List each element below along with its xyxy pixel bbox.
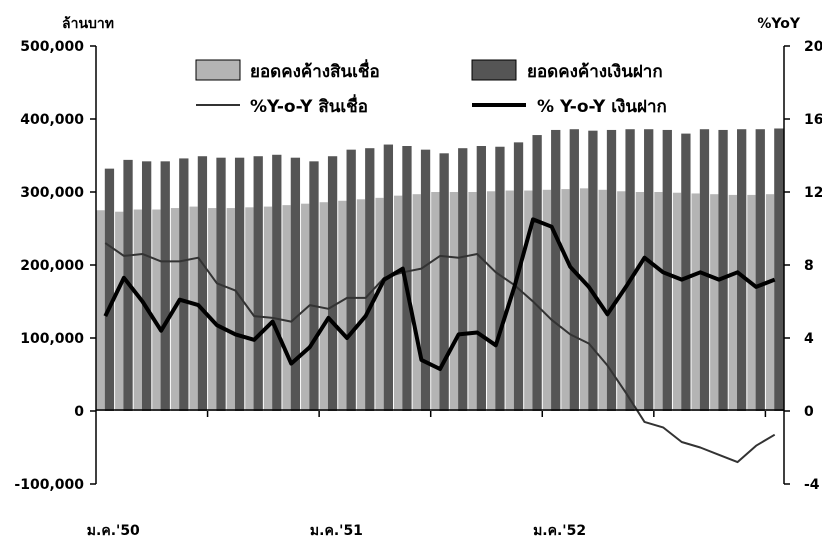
bar-deposits <box>532 135 542 411</box>
bar-loans <box>356 199 366 411</box>
right-tick-label: 0 <box>804 404 814 420</box>
right-tick-label: -4 <box>804 477 820 493</box>
line-loans-yoy <box>104 242 776 464</box>
bar-loans <box>152 209 161 411</box>
bar-loans <box>710 194 719 411</box>
left-tick-label: 100,000 <box>20 331 84 347</box>
legend-label-deposits: ยอดคงค้างเงินฝาก <box>527 62 663 82</box>
right-unit-label: %YoY <box>757 16 800 32</box>
bar-deposits <box>272 154 282 411</box>
left-unit-label: ล้านบาท <box>62 16 114 32</box>
bar-loans <box>728 194 738 411</box>
bar-deposits <box>755 129 765 411</box>
legend-swatch-loans <box>195 59 241 81</box>
bar-loans <box>542 189 552 411</box>
right-tick-label: 20 <box>804 39 822 55</box>
bar-deposits <box>718 129 728 411</box>
bar-loans <box>598 189 607 411</box>
bar-loans <box>468 192 477 411</box>
bar-deposits <box>458 148 468 411</box>
bar-deposits <box>290 157 301 411</box>
right-tick-label: 8 <box>804 258 814 274</box>
bar-deposits <box>625 129 635 411</box>
lines-layer <box>103 217 776 464</box>
x-tick-label: ม.ค.'52 <box>533 523 586 539</box>
bar-loans <box>375 197 384 411</box>
bar-loans <box>282 205 291 411</box>
legend: ยอดคงค้างสินเชื่อ ยอดคงค้างเงินฝาก %Y-o-… <box>195 59 667 117</box>
right-tick-label: 16 <box>804 112 822 128</box>
bar-loans <box>431 192 440 411</box>
bar-loans <box>561 189 570 411</box>
bar-loans <box>524 190 533 411</box>
left-tick-label: -100,000 <box>14 477 84 493</box>
x-tick-label: ม.ค.'50 <box>87 523 140 539</box>
left-tick-label: 500,000 <box>20 39 84 55</box>
bar-loans <box>635 192 645 411</box>
bar-loans <box>394 195 403 411</box>
bar-deposits <box>179 158 189 411</box>
left-tick-label: 200,000 <box>20 258 84 274</box>
bar-deposits <box>662 129 672 411</box>
legend-label-loans-yoy: %Y-o-Y สินเชื่อ <box>250 94 368 117</box>
bar-deposits <box>681 133 691 411</box>
bar-loans <box>133 209 142 411</box>
bar-loans <box>449 192 459 411</box>
bar-deposits <box>699 129 710 411</box>
left-tick-label: 0 <box>74 404 84 420</box>
bar-loans <box>765 194 775 411</box>
bar-deposits <box>495 146 505 412</box>
bar-deposits <box>588 130 598 411</box>
bar-loans <box>747 194 756 411</box>
bar-deposits <box>606 129 617 411</box>
bar-deposits <box>327 156 338 411</box>
left-tick-label: 400,000 <box>20 112 84 128</box>
bar-loans <box>338 200 347 411</box>
bar-deposits <box>737 129 747 411</box>
bar-loans <box>208 208 217 411</box>
bar-loans <box>617 191 626 411</box>
bar-deposits <box>141 161 152 411</box>
bar-deposits <box>160 161 170 411</box>
bar-deposits <box>476 146 486 411</box>
bar-loans <box>263 206 273 411</box>
bar-deposits <box>197 156 208 411</box>
bar-deposits <box>365 148 375 411</box>
bar-deposits <box>644 129 654 411</box>
legend-label-deposits-yoy: % Y-o-Y เงินฝาก <box>537 97 667 117</box>
legend-swatch-deposits <box>471 59 517 81</box>
bar-loans <box>579 188 589 411</box>
bar-deposits <box>420 149 431 411</box>
bar-deposits <box>234 157 245 411</box>
bar-loans <box>226 208 235 411</box>
x-tick-label: ม.ค.'51 <box>310 523 363 539</box>
bar-loans <box>654 192 663 411</box>
right-tick-label: 12 <box>804 185 822 201</box>
right-tick-label: 4 <box>804 331 814 347</box>
bar-loans <box>412 194 421 411</box>
legend-label-loans: ยอดคงค้างสินเชื่อ <box>250 59 380 82</box>
bar-deposits <box>402 146 412 411</box>
bar-loans <box>486 191 496 411</box>
bar-loans <box>301 203 310 411</box>
bar-deposits <box>551 129 561 411</box>
bar-loans <box>115 211 124 411</box>
line-deposits-yoy <box>103 217 776 371</box>
left-tick-label: 300,000 <box>20 185 84 201</box>
bar-deposits <box>346 149 356 411</box>
ticks-layer: -100,000 0 100,000 200,000 300,000 400,000 500… <box>14 39 822 539</box>
bar-deposits <box>774 128 784 412</box>
bar-loans <box>96 210 105 411</box>
bar-deposits <box>439 153 449 411</box>
bar-loans <box>189 206 198 411</box>
bar-deposits <box>104 168 115 411</box>
bar-loans <box>672 192 682 411</box>
bar-deposits <box>253 156 263 411</box>
bar-loans <box>691 193 700 411</box>
bar-deposits <box>309 161 319 411</box>
bar-loans <box>319 202 328 411</box>
